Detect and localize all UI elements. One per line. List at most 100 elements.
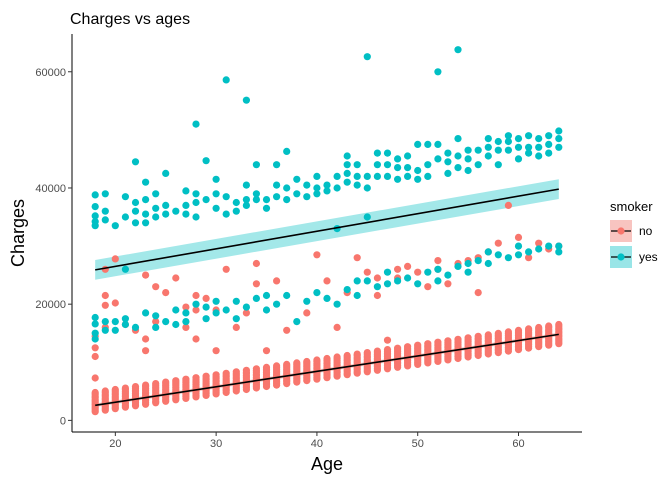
point-yes: [484, 152, 492, 160]
legend: smoker no yes: [610, 199, 658, 268]
x-tick-label: 30: [210, 438, 222, 450]
point-yes: [111, 318, 119, 326]
point-no: [202, 294, 210, 302]
point-yes: [131, 198, 140, 207]
point-no: [242, 309, 250, 317]
point-yes: [232, 315, 240, 323]
y-axis-label: Charges: [8, 199, 28, 267]
point-yes: [242, 96, 250, 104]
point-yes: [101, 326, 109, 334]
point-no: [323, 277, 331, 285]
point-no: [182, 303, 190, 311]
point-yes: [494, 137, 502, 146]
x-tick-label: 60: [512, 438, 524, 450]
point-yes: [202, 157, 210, 165]
point-yes: [535, 152, 543, 160]
point-no: [111, 299, 119, 307]
point-yes: [162, 169, 170, 177]
point-yes: [91, 212, 99, 220]
point-yes: [464, 146, 472, 154]
point-yes: [293, 190, 301, 198]
point-yes: [172, 306, 180, 314]
point-yes: [152, 204, 160, 212]
point-yes: [212, 190, 220, 198]
point-yes: [514, 135, 523, 143]
point-no: [142, 381, 150, 389]
point-yes: [323, 187, 331, 195]
point-yes: [182, 318, 190, 326]
x-axis-ticks: 20 30 40 50 60: [109, 432, 525, 450]
point-yes: [454, 164, 462, 172]
point-yes: [323, 181, 331, 189]
point-yes: [152, 312, 160, 320]
point-yes: [464, 166, 472, 175]
point-yes: [484, 143, 492, 151]
point-yes: [182, 309, 190, 317]
point-no: [494, 239, 502, 247]
point-yes: [121, 315, 129, 323]
point-yes: [484, 248, 492, 256]
point-yes: [222, 193, 230, 201]
point-yes: [101, 318, 109, 326]
point-yes: [525, 143, 533, 151]
point-no: [313, 356, 321, 364]
point-no: [283, 326, 291, 334]
point-yes: [383, 280, 392, 288]
x-axis-label: Age: [311, 454, 343, 474]
point-yes: [262, 306, 271, 314]
point-yes: [545, 149, 553, 157]
point-yes: [444, 169, 452, 177]
point-no: [192, 291, 200, 300]
y-tick-label: 0: [60, 415, 66, 427]
point-yes: [333, 300, 341, 308]
legend-title: smoker: [610, 199, 653, 214]
point-yes: [454, 152, 462, 160]
point-no: [91, 344, 99, 352]
point-yes: [363, 277, 371, 285]
y-tick-label: 40000: [35, 183, 66, 195]
point-yes: [504, 137, 512, 146]
point-yes: [414, 175, 422, 183]
point-yes: [202, 315, 210, 323]
point-yes: [313, 289, 321, 297]
point-no: [91, 388, 99, 397]
point-yes: [242, 196, 250, 204]
point-yes: [222, 76, 230, 84]
point-yes: [545, 242, 553, 250]
point-yes: [474, 161, 482, 169]
point-yes: [494, 251, 502, 259]
point-yes: [353, 181, 361, 189]
point-yes: [273, 300, 281, 308]
point-yes: [434, 68, 442, 76]
point-yes: [101, 216, 109, 224]
point-yes: [343, 161, 351, 169]
point-no: [162, 289, 170, 297]
point-no: [222, 369, 230, 377]
point-yes: [303, 297, 311, 305]
point-yes: [313, 184, 321, 192]
point-yes: [212, 204, 220, 212]
point-yes: [353, 172, 361, 180]
point-no: [232, 323, 240, 331]
point-yes: [222, 210, 230, 218]
point-no: [232, 368, 240, 376]
point-yes: [162, 201, 170, 209]
point-no: [101, 291, 109, 300]
point-yes: [262, 196, 271, 204]
point-yes: [142, 309, 150, 317]
point-no: [313, 251, 321, 259]
point-yes: [283, 184, 291, 192]
point-yes: [303, 181, 311, 189]
point-yes: [434, 277, 442, 285]
point-yes: [142, 210, 150, 218]
point-yes: [273, 193, 281, 201]
point-yes: [91, 191, 99, 199]
point-yes: [121, 213, 129, 221]
point-yes: [152, 190, 160, 198]
point-yes: [242, 181, 250, 189]
point-yes: [383, 268, 392, 276]
point-yes: [404, 172, 412, 180]
point-no: [464, 334, 472, 342]
point-no: [373, 274, 381, 282]
